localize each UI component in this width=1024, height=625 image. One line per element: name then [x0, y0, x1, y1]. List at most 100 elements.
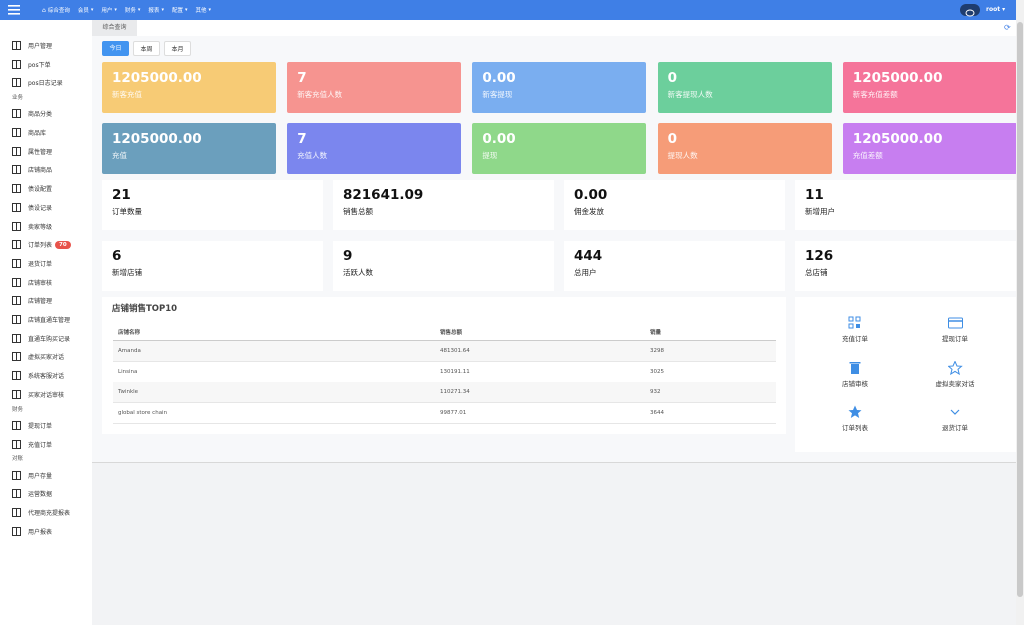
sidebar-item[interactable]: 用户管理	[0, 36, 92, 55]
card-value: 1205000.00	[112, 131, 202, 147]
stat-label: 新增用户	[805, 207, 835, 216]
sidebar-item[interactable]: pos日志记录	[0, 73, 92, 92]
sidebar-icon	[12, 109, 21, 119]
shortcut[interactable]: 退货订单	[910, 405, 1000, 432]
sidebar-icon	[12, 146, 21, 156]
shortcut[interactable]: 虚拟卖家对话	[910, 360, 1000, 388]
scrollbar[interactable]	[1016, 0, 1024, 625]
home-icon: ⌂	[42, 6, 46, 14]
sidebar-item[interactable]: 代理商充提报表	[0, 503, 92, 522]
sidebar-item[interactable]: 商品库	[0, 123, 92, 142]
caret: ▾	[114, 7, 117, 13]
sidebar-item[interactable]: 店铺审核	[0, 273, 92, 292]
shortcut[interactable]: 店铺审核	[810, 361, 900, 388]
sidebar-icon	[12, 508, 21, 518]
period-button[interactable]: 今日	[102, 41, 129, 56]
card-label: 提现	[482, 151, 498, 160]
nav-item[interactable]: 报表 ▾	[148, 6, 164, 14]
sidebar-icon	[12, 184, 21, 194]
tab[interactable]: 综合查询	[92, 20, 137, 36]
shortcut-icon	[848, 316, 860, 329]
shortcut-panel: 充值订单 提现订单店铺审核 虚拟卖家对话 订单列表 退货订单	[795, 297, 1016, 452]
card-value: 7	[297, 70, 307, 86]
sidebar-label: pos下单	[28, 61, 51, 69]
sidebar-item[interactable]: 用户存量	[0, 466, 92, 485]
sidebar-icon	[12, 128, 21, 138]
caret: ▾	[137, 7, 141, 13]
user-menu[interactable]: root ▾	[986, 6, 1006, 13]
sidebar-item[interactable]: 用户报表	[0, 522, 92, 541]
summary-card: 7 充值人数	[287, 123, 462, 174]
stat-value: 126	[805, 248, 834, 264]
sidebar-item[interactable]: 订单列表 70	[0, 235, 92, 254]
divider	[92, 462, 1016, 463]
sidebar-item[interactable]: 虚拟买家对话	[0, 348, 92, 367]
card-label: 新客充值差额	[852, 90, 898, 99]
sidebar-item[interactable]: 债设记录	[0, 198, 92, 217]
sidebar-item[interactable]: 店铺商品	[0, 161, 92, 180]
nav-item[interactable]: 财务 ▾	[125, 6, 141, 14]
sidebar-item[interactable]: 直通车购买记录	[0, 329, 92, 348]
sidebar-item[interactable]: 提现订单	[0, 416, 92, 435]
sidebar-item[interactable]: 买家对话审核	[0, 385, 92, 404]
table-cell: 110271.34	[440, 389, 470, 395]
sidebar-item[interactable]: 退货订单	[0, 254, 92, 273]
card-value: 1205000.00	[852, 70, 943, 86]
period-button[interactable]: 本周	[133, 41, 160, 56]
menu-toggle[interactable]	[8, 5, 20, 15]
card-value: 0.00	[482, 131, 516, 147]
summary-card: 0.00 新客提现	[472, 62, 647, 113]
sidebar-icon	[12, 240, 21, 250]
shortcut[interactable]: 提现订单	[910, 316, 1000, 343]
sidebar-label: 商品库	[28, 130, 47, 138]
panel-title: 店铺销售TOP10	[112, 304, 178, 314]
sidebar-item[interactable]: 店铺直通车管理	[0, 310, 92, 329]
shortcut[interactable]: 充值订单	[810, 316, 900, 343]
table-row: Amanda 481301.64 3298	[113, 341, 776, 362]
nav-item[interactable]: 其他 ▾	[195, 6, 211, 14]
sidebar-item[interactable]: 属性管理	[0, 142, 92, 161]
scroll-thumb[interactable]	[1017, 22, 1023, 597]
sidebar-label: 债设记录	[28, 204, 53, 212]
period-button[interactable]: 本月	[164, 41, 191, 56]
shortcut[interactable]: 订单列表	[810, 405, 900, 432]
sidebar-icon	[12, 277, 21, 287]
sidebar-item[interactable]: 运营数据	[0, 485, 92, 504]
nav-item[interactable]: 用户 ▾	[101, 6, 117, 14]
card-value: 1205000.00	[852, 131, 943, 147]
shortcut-icon	[947, 317, 963, 329]
summary-card: 1205000.00 充值差额	[842, 123, 1017, 174]
nav-label: 会员	[77, 8, 89, 14]
refresh-icon[interactable]: ⟳	[1004, 23, 1011, 32]
nav-item[interactable]: ⌂ 综合查询	[42, 6, 70, 15]
avatar[interactable]	[960, 4, 980, 17]
sidebar-item[interactable]: 店铺管理	[0, 291, 92, 310]
stat-label: 新增店铺	[112, 268, 142, 277]
sidebar-item[interactable]: 卖家等级	[0, 217, 92, 236]
stat-label: 销售总额	[343, 207, 373, 216]
sidebar-label: 属性管理	[28, 148, 53, 156]
sidebar-item[interactable]: 充值订单	[0, 435, 92, 454]
nav-label: 财务	[124, 8, 136, 14]
sidebar-label: 买家对话审核	[28, 391, 65, 399]
nav-label: 用户	[101, 8, 113, 14]
nav-item[interactable]: 会员 ▾	[78, 6, 94, 14]
sidebar-icon	[12, 59, 21, 69]
table-cell: 932	[650, 389, 661, 395]
shortcut-label: 提现订单	[942, 335, 968, 343]
sidebar-label: 直通车购买记录	[28, 335, 71, 343]
sidebar-label: 系统客服对话	[28, 373, 65, 381]
stat-value: 11	[805, 187, 824, 203]
sidebar-label: 卖家等级	[28, 223, 53, 231]
sidebar-item[interactable]: 系统客服对话	[0, 366, 92, 385]
stat-card: 444 总用户	[564, 241, 785, 291]
nav-item[interactable]: 配置 ▾	[172, 6, 188, 14]
stat-card: 6 新增店铺	[102, 241, 323, 291]
summary-card: 0 新客提现人数	[657, 62, 832, 113]
sidebar-item[interactable]: 债设配置	[0, 179, 92, 198]
stat-value: 821641.09	[343, 187, 424, 203]
content: 今日 本周 本月 1205000.00 新客充值 7 新客充值人数 0.00 新客提现 0 新客提现…	[92, 36, 1017, 462]
sidebar-item[interactable]: 商品分类	[0, 105, 92, 124]
sidebar-item[interactable]: pos下单	[0, 55, 92, 74]
